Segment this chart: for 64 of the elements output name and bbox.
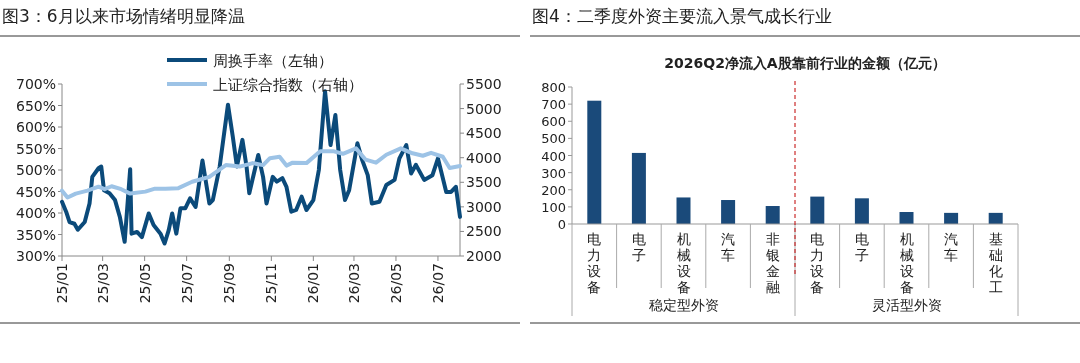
x-tick-label: 25/11	[263, 263, 280, 304]
y-tick-label: 650%	[15, 97, 56, 114]
bar	[765, 206, 780, 224]
x-tick-label: 电子	[854, 231, 869, 263]
x-tick-label: 26/07	[429, 263, 446, 304]
x-tick-label: 电子	[631, 231, 646, 263]
y-tick-label: 300	[541, 165, 566, 181]
text: 灵活型外资	[871, 297, 942, 313]
y-tick-label: 550%	[15, 140, 56, 157]
y-tick-label: 700%	[15, 76, 56, 92]
y-tick-label: 600%	[15, 119, 56, 135]
bar	[631, 152, 646, 224]
chart-title: 图3：6月以来市场情绪明显降温	[2, 6, 245, 26]
x-tick-label: 基础化工	[987, 231, 1003, 295]
x-tick-label: 26/03	[345, 263, 362, 304]
y-tick-label: 500	[541, 131, 566, 147]
x-tick-label: 电力设备	[810, 231, 825, 295]
x-tick-label: 汽车	[944, 231, 959, 263]
chart-title: 图4：二季度外资主要流入景气成长行业	[532, 6, 832, 26]
x-tick-label: 26/01	[305, 263, 322, 304]
y-tick-label: 200	[541, 182, 566, 198]
bar	[721, 200, 736, 224]
y-tick-label: 0	[557, 217, 566, 232]
y2-tick-label: 2500	[466, 223, 502, 240]
text: 稳定型外资	[648, 297, 719, 313]
chart-subtitle: 2026Q2净流入A股靠前行业的金额（亿元）	[664, 55, 946, 71]
y2-tick-label: 3500	[466, 174, 502, 191]
bar	[944, 212, 959, 224]
y-tick-label: 350%	[15, 226, 56, 243]
legend-label: 周换手率（左轴）	[213, 52, 333, 70]
y2-tick-label: 4500	[466, 125, 502, 142]
line-series	[60, 146, 462, 200]
x-tick-label: 汽车	[721, 231, 736, 263]
bar	[988, 212, 1003, 224]
y-tick-label: 300%	[15, 248, 56, 264]
y-tick-label: 800	[541, 80, 566, 95]
y-tick-label: 400	[541, 148, 566, 164]
x-tick-label: 25/09	[221, 263, 238, 304]
x-tick-label: 25/07	[178, 263, 195, 304]
y2-tick-label: 4000	[466, 149, 502, 166]
x-tick-label: 机械设备	[899, 231, 914, 295]
y2-tick-label: 2000	[466, 248, 502, 264]
bar	[854, 198, 869, 224]
bar	[587, 100, 602, 224]
y-tick-label: 100	[541, 199, 566, 215]
legend-label: 上证综合指数（右轴）	[213, 76, 363, 94]
bar	[810, 196, 825, 224]
y2-tick-label: 3000	[466, 198, 502, 215]
x-tick-label: 电力设备	[587, 231, 602, 295]
bar	[676, 197, 691, 224]
x-tick-label: 25/01	[54, 263, 70, 304]
y2-tick-label: 5000	[466, 100, 502, 117]
x-tick-label: 机械设备	[676, 231, 691, 295]
bar	[899, 212, 914, 224]
x-tick-label: 25/03	[94, 263, 111, 304]
y-tick-label: 450%	[15, 183, 56, 200]
y-tick-label: 500%	[15, 162, 56, 178]
x-tick-label: 非银金融	[764, 231, 780, 295]
y-tick-label: 600	[541, 114, 566, 130]
y-tick-label: 700	[541, 97, 566, 113]
x-tick-label: 25/05	[136, 263, 153, 304]
y-tick-label: 400%	[15, 205, 56, 221]
y2-tick-label: 5500	[466, 76, 502, 92]
x-tick-label: 26/05	[387, 263, 404, 304]
